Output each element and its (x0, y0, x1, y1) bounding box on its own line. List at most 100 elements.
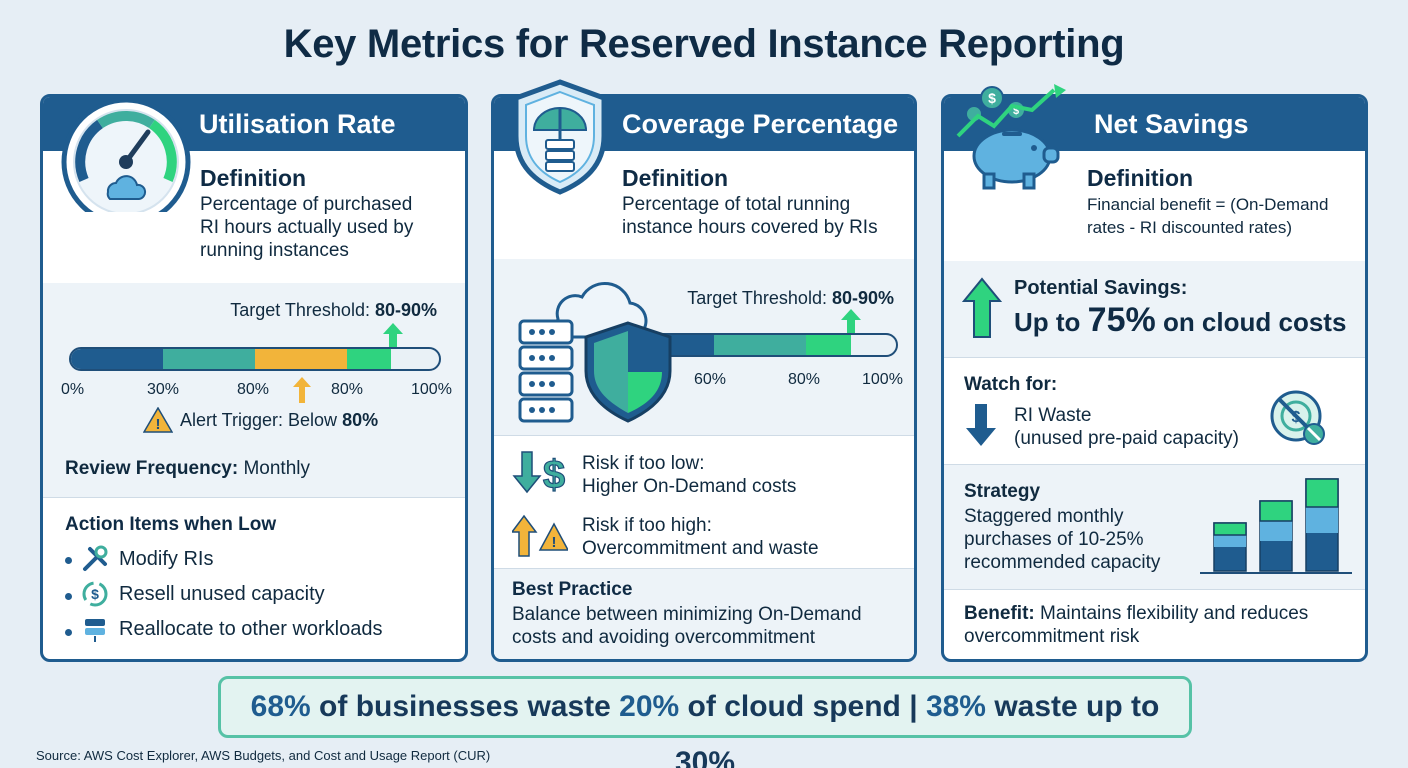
action-item: Resell unused capacity (119, 583, 325, 605)
arrow-up-icon (383, 323, 403, 349)
definition-heading: Definition (1087, 165, 1194, 191)
recycle-dollar-icon: $ (82, 581, 108, 607)
watch-heading: Watch for: (964, 374, 1058, 395)
arrow-up-icon (293, 377, 311, 403)
tick-label: 80% (237, 381, 270, 398)
svg-text:$: $ (91, 586, 99, 602)
arrow-up-icon (962, 277, 1002, 338)
utilisation-threshold: Target Threshold: 80-90% 0% 30% 80% 80% … (43, 283, 465, 497)
bar-seg-low (71, 349, 163, 369)
watch-for: Watch for: RI Waste (unused pre-paid cap… (944, 358, 1365, 464)
best-line: costs and avoiding overcommitment (512, 627, 816, 648)
best-practice: Best Practice Balance between minimizing… (494, 569, 914, 659)
arrow-down-icon (966, 404, 996, 446)
definition-line: Financial benefit = (On-Demand (1087, 195, 1329, 214)
alert-value: 80% (342, 410, 379, 430)
shield-umbrella-icon (513, 79, 607, 195)
target-threshold: Target Threshold: 80-90% (687, 287, 894, 310)
stats-banner: 68% of businesses waste 20% of cloud spe… (218, 676, 1192, 768)
server-shield-icon (518, 281, 672, 423)
definition-line: Percentage of purchased (200, 194, 413, 215)
strategy: Strategy Staggered monthly purchases of … (944, 465, 1365, 589)
potential-value: 75% (1087, 301, 1156, 339)
coverage-card: Coverage Percentage Definition Percentag… (491, 94, 917, 662)
target-value: 80-90% (831, 288, 894, 308)
definition-line: RI hours actually used by (200, 217, 414, 238)
benefit-text: Maintains flexibility and reduces (1034, 603, 1309, 624)
strategy-line: Staggered monthly (964, 506, 1124, 527)
review-frequency: Review Frequency: Monthly (65, 457, 310, 480)
server-icon (85, 619, 105, 642)
best-line: Balance between minimizing On-Demand (512, 604, 862, 625)
bar-seg-mid (714, 335, 807, 355)
target-label: Target Threshold: (230, 300, 375, 320)
potential-prefix: Up to (1014, 307, 1088, 337)
target-label: Target Threshold: (687, 288, 832, 308)
definition-line: Percentage of total running (622, 194, 851, 215)
bar-seg-target (806, 335, 852, 355)
tick-label: 80% (788, 371, 821, 388)
no-waste-icon: $ (1270, 390, 1325, 445)
best-heading: Best Practice (512, 579, 633, 600)
stat-text: of businesses waste (310, 690, 620, 723)
benefit-text: overcommitment risk (964, 626, 1140, 647)
coverage-risks: $ Risk if too low: Higher On-Demand cost… (494, 436, 914, 568)
potential-value-line: Up to 75% on cloud costs (1014, 301, 1346, 340)
action-item: Modify RIs (119, 548, 214, 570)
page-title: Key Metrics for Reserved Instance Report… (283, 22, 1125, 66)
risk-high-line: Risk if too high: (582, 515, 712, 536)
stat-text: of cloud spend | (679, 690, 926, 723)
gauge-icon (61, 97, 191, 212)
watch-line: (unused pre-paid capacity) (1014, 428, 1239, 449)
source-note: Source: AWS Cost Explorer, AWS Budgets, … (36, 748, 491, 763)
svg-text:$: $ (543, 453, 565, 496)
piggy-bank-icon: $ $ (956, 84, 1066, 190)
watch-line: RI Waste (1014, 405, 1092, 426)
review-label: Review Frequency: (65, 458, 239, 479)
arrow-up-warning-icon: ! (512, 514, 568, 557)
svg-text:$: $ (988, 90, 996, 106)
tick-label: 30% (147, 381, 180, 398)
benefit-line: Benefit: Maintains flexibility and reduc… (964, 602, 1308, 625)
tick-label: 100% (862, 371, 903, 388)
review-value: Monthly (238, 458, 310, 479)
savings-card: Net Savings Definition Financial benefit… (941, 94, 1368, 662)
utilisation-definition: Definition Percentage of purchased RI ho… (43, 151, 465, 283)
risk-low-line: Higher On-Demand costs (582, 476, 797, 497)
utilisation-bar (69, 347, 441, 371)
benefit: Benefit: Maintains flexibility and reduc… (944, 590, 1365, 659)
actions-heading: Action Items when Low (65, 514, 277, 535)
savings-definition: Definition Financial benefit = (On-Deman… (944, 151, 1365, 261)
svg-text:!: ! (156, 416, 161, 433)
action-items: Action Items when Low Modify RIs $ Resel… (43, 498, 465, 658)
stat-value: 68% (250, 690, 311, 723)
coverage-threshold: Target Threshold: 80-90% 60% 80% 100% (494, 259, 914, 435)
arrow-down-dollar-icon: $ (512, 451, 566, 496)
definition-heading: Definition (200, 165, 307, 191)
stat-value: 20% (619, 690, 680, 723)
risk-low-line: Risk if too low: (582, 453, 705, 474)
tick-label: 60% (694, 371, 727, 388)
bar-seg-alert (255, 349, 347, 369)
strategy-heading: Strategy (964, 481, 1041, 502)
stat-value: 38% (925, 690, 986, 723)
arrow-up-icon (841, 309, 861, 335)
target-value: 80-90% (374, 300, 437, 320)
svg-text:!: ! (552, 534, 557, 551)
target-threshold: Target Threshold: 80-90% (230, 299, 437, 322)
strategy-line: recommended capacity (964, 552, 1161, 573)
potential-suffix: on cloud costs (1155, 307, 1347, 337)
benefit-label: Benefit: (964, 603, 1035, 624)
definition-line: rates - RI discounted rates) (1087, 218, 1293, 237)
alert-trigger: Alert Trigger: Below 80% (180, 409, 378, 432)
bar-seg-mid (163, 349, 255, 369)
utilisation-title: Utilisation Rate (199, 109, 396, 139)
cloud-icon (106, 175, 147, 200)
tick-label: 100% (411, 381, 452, 398)
warning-icon: ! (143, 407, 173, 433)
tick-label: 0% (61, 381, 85, 398)
risk-high-line: Overcommitment and waste (582, 538, 819, 559)
potential-savings: Potential Savings: Up to 75% on cloud co… (944, 261, 1365, 357)
tick-label: 80% (331, 381, 364, 398)
bar-seg-target (347, 349, 392, 369)
